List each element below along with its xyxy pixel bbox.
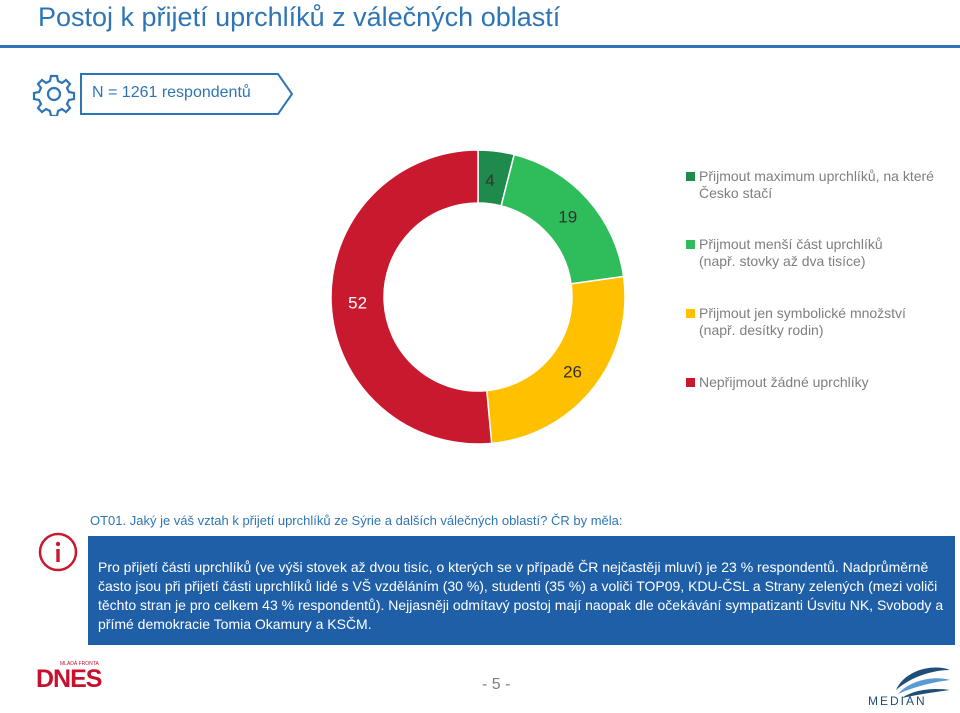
legend-item: Přijmout menší část uprchlíků (např. stov… — [686, 236, 883, 270]
legend-swatch — [686, 378, 695, 387]
legend-swatch — [686, 309, 695, 318]
sample-banner — [80, 73, 294, 115]
info-box: Pro přijetí části uprchlíků (ve výši sto… — [88, 536, 955, 645]
donut-slice — [485, 275, 626, 445]
page-title: Postoj k přijetí uprchlíků z válečných o… — [38, 2, 561, 32]
legend-label: Přijmout jen symbolické množství — [699, 305, 906, 321]
info-icon — [38, 532, 78, 572]
legend-item: Přijmout jen symbolické množství (např. d… — [686, 305, 906, 339]
legend-label: Přijmout maximum uprchlíků, na které — [699, 168, 934, 184]
legend-label: Přijmout menší část uprchlíků — [699, 236, 883, 252]
page-number: - 5 - — [482, 676, 511, 693]
donut-data-label: 52 — [348, 294, 367, 313]
legend-label: (např. desítky rodin) — [699, 322, 824, 338]
legend-item: Nepřijmout žádné uprchlíky — [686, 374, 869, 391]
legend-label: Nepřijmout žádné uprchlíky — [699, 374, 869, 390]
sample-size: N = 1261 respondentů — [92, 84, 251, 101]
donut-data-label: 26 — [563, 363, 582, 382]
title-divider — [0, 45, 960, 48]
donut-data-label: 19 — [558, 208, 577, 227]
legend-label: (např. stovky až dva tisíce) — [699, 253, 866, 269]
legend-item: Přijmout maximum uprchlíků, na které Česk… — [686, 168, 934, 202]
dnes-logo: DNES — [36, 665, 102, 693]
median-logo-icon — [896, 667, 950, 698]
median-logo-text: MEDIAN — [868, 694, 927, 708]
donut-data-label: 4 — [485, 171, 494, 190]
legend-label: Česko stačí — [699, 185, 773, 201]
info-text: Pro přijetí části uprchlíků (ve výši sto… — [98, 559, 944, 632]
gear-icon — [32, 74, 76, 116]
donut-slice — [330, 149, 493, 445]
legend-swatch — [686, 172, 695, 181]
survey-question: OT01. Jaký je váš vztah k přijetí uprchl… — [90, 513, 623, 528]
legend-swatch — [686, 240, 695, 249]
dnes-logo-tagline: MLADÁ FRONTA — [60, 661, 99, 667]
